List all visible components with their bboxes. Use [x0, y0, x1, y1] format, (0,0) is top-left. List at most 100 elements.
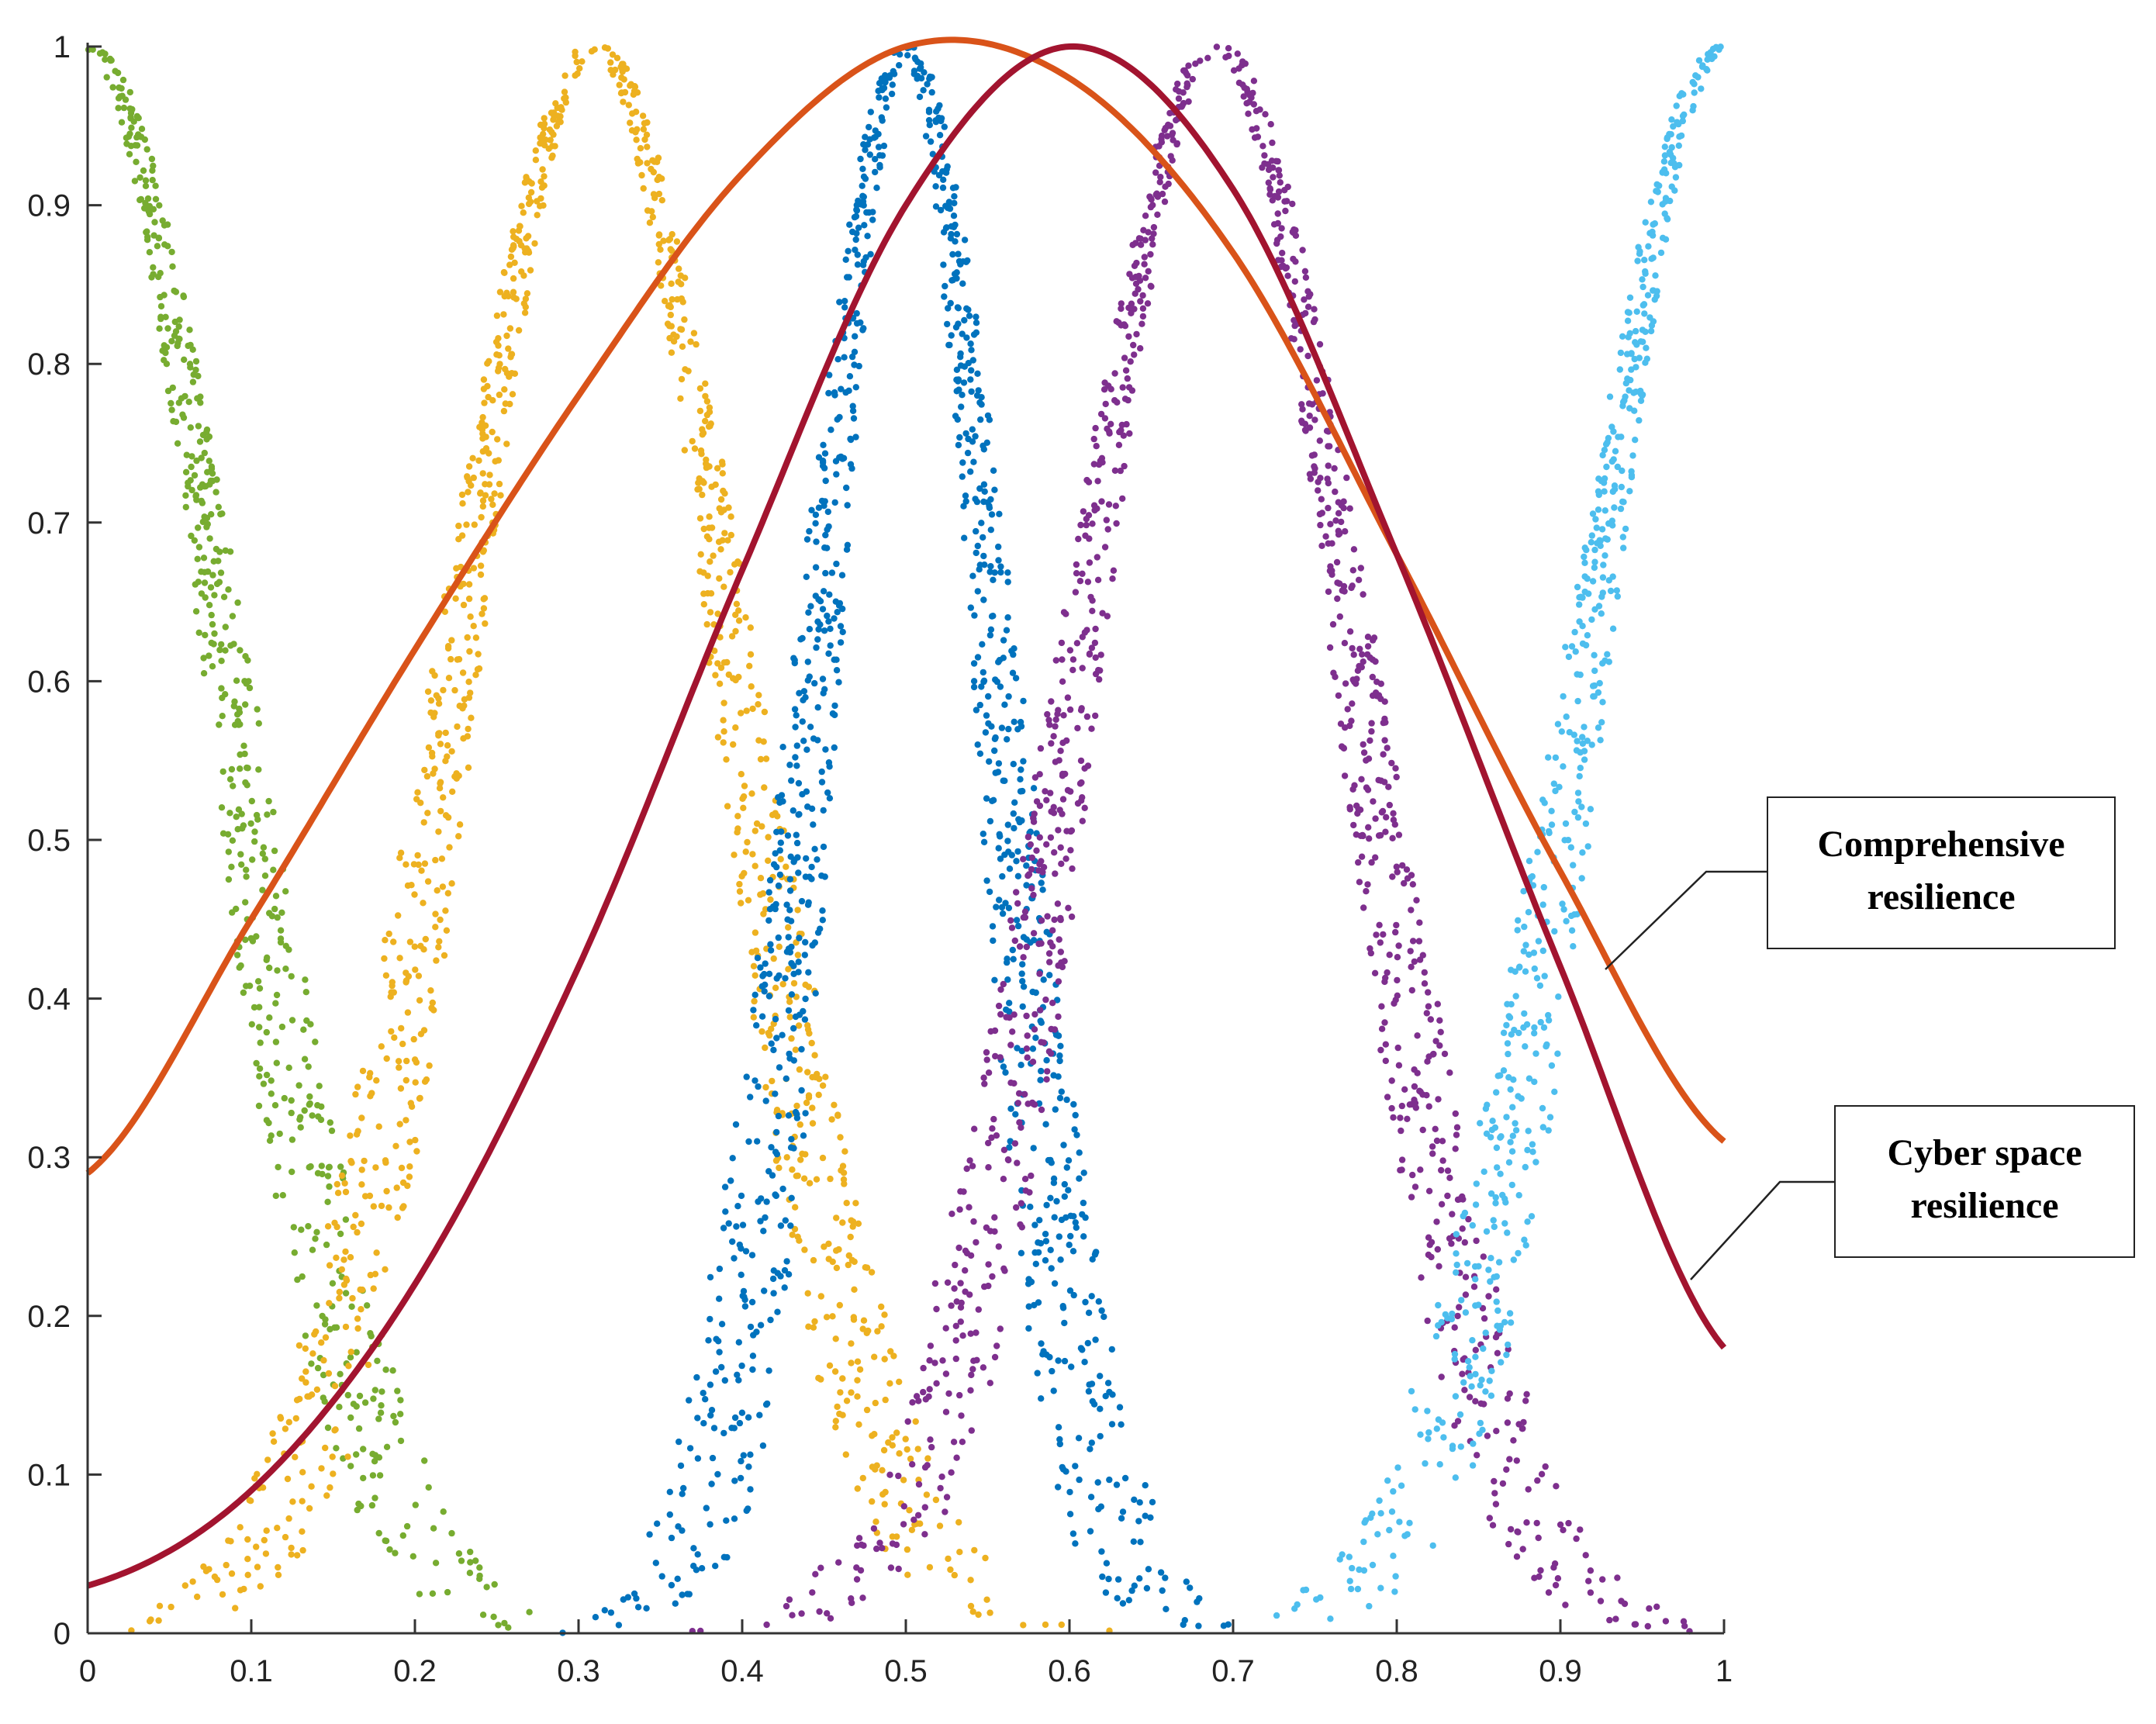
scatter-point: [1491, 1490, 1498, 1497]
scatter-point: [340, 1281, 348, 1288]
scatter-point: [966, 1204, 973, 1211]
scatter-point: [479, 426, 486, 433]
scatter-point: [1503, 1466, 1510, 1474]
scatter-point: [985, 693, 992, 700]
scatter-point: [926, 1386, 933, 1393]
scatter-point: [987, 527, 995, 534]
x-tick-label: 0: [79, 1654, 96, 1688]
scatter-point: [268, 1090, 275, 1097]
scatter-point: [1112, 503, 1120, 510]
scatter-point: [1599, 660, 1606, 667]
scatter-point: [156, 325, 163, 332]
scatter-point: [1652, 272, 1659, 279]
scatter-point: [1338, 518, 1345, 526]
scatter-point: [1213, 43, 1221, 50]
scatter-point: [416, 1591, 423, 1598]
scatter-point: [779, 980, 786, 988]
scatter-point: [620, 98, 627, 105]
scatter-point: [986, 1380, 994, 1387]
scatter-point: [237, 751, 244, 758]
scatter-point: [458, 532, 466, 539]
scatter-point: [1349, 786, 1356, 793]
scatter-point: [218, 804, 226, 811]
scatter-point: [1399, 862, 1406, 869]
scatter-point: [1119, 384, 1126, 391]
scatter-point: [1095, 1505, 1102, 1513]
scatter-point: [872, 156, 879, 163]
scatter-point: [1011, 718, 1018, 725]
scatter-point: [232, 1605, 239, 1612]
scatter-point: [767, 941, 774, 948]
scatter-point: [327, 1325, 333, 1333]
scatter-point: [1076, 578, 1084, 585]
scatter-point: [1381, 737, 1388, 744]
y-tick-label: 0.4: [27, 983, 71, 1017]
scatter-point: [1680, 91, 1687, 98]
scatter-point: [397, 1085, 405, 1092]
scatter-point: [820, 843, 828, 851]
scatter-point: [490, 1613, 497, 1620]
scatter-point: [1064, 694, 1072, 701]
scatter-point: [1358, 853, 1366, 860]
scatter-point: [1356, 879, 1363, 886]
scatter-point: [1346, 806, 1354, 813]
scatter-point: [201, 579, 209, 586]
scatter-point: [987, 563, 994, 570]
scatter-point: [796, 810, 803, 818]
scatter-point: [643, 131, 651, 138]
scatter-point: [855, 1421, 862, 1429]
scatter-point: [825, 650, 832, 657]
scatter-point: [867, 109, 875, 116]
scatter-point: [244, 1556, 251, 1563]
y-tick-label: 0.8: [27, 347, 71, 382]
scatter-point: [794, 854, 801, 861]
y-tick-label: 0.6: [27, 665, 71, 699]
scatter-point: [1360, 904, 1367, 911]
scatter-point: [1507, 1319, 1515, 1326]
scatter-point: [1029, 1045, 1037, 1052]
scatter-point: [1283, 264, 1290, 271]
scatter-point: [972, 433, 979, 440]
scatter-point: [707, 1381, 714, 1388]
scatter-point: [1335, 692, 1342, 700]
scatter-point: [1131, 1582, 1138, 1589]
scatter-point: [1079, 1211, 1086, 1218]
scatter-point: [639, 112, 647, 119]
scatter-point: [1026, 1189, 1033, 1196]
scatter-point: [827, 642, 834, 649]
scatter-point: [969, 426, 976, 433]
scatter-point: [1584, 843, 1591, 850]
scatter-point: [135, 131, 142, 138]
scatter-point: [825, 618, 832, 625]
scatter-point: [126, 88, 133, 96]
scatter-point: [1459, 1370, 1466, 1377]
scatter-point: [736, 880, 743, 888]
scatter-point: [702, 392, 709, 400]
scatter-point: [1377, 831, 1384, 839]
scatter-point: [1595, 724, 1602, 731]
scatter-point: [416, 997, 423, 1004]
scatter-point: [1491, 1223, 1498, 1231]
scatter-point: [394, 1214, 401, 1221]
scatter-point: [843, 1200, 850, 1207]
scatter-point: [1394, 1044, 1401, 1052]
scatter-point: [712, 672, 719, 679]
scatter-point: [198, 497, 205, 505]
scatter-point: [882, 95, 890, 102]
scatter-point: [1282, 207, 1289, 215]
scatter-point: [1040, 1348, 1047, 1355]
scatter-point: [1472, 1398, 1479, 1405]
scatter-point: [1006, 865, 1014, 872]
scatter-point: [1381, 779, 1388, 786]
scatter-point: [1135, 285, 1142, 293]
scatter-point: [745, 1414, 752, 1421]
scatter-point: [854, 1377, 861, 1384]
scatter-point: [285, 1064, 292, 1072]
scatter-point: [959, 392, 966, 399]
scatter-point: [995, 543, 1002, 551]
scatter-point: [1270, 174, 1277, 181]
scatter-point: [389, 1367, 396, 1374]
scatter-point: [685, 368, 692, 375]
scatter-point: [1460, 1196, 1467, 1203]
scatter-point: [396, 955, 403, 962]
